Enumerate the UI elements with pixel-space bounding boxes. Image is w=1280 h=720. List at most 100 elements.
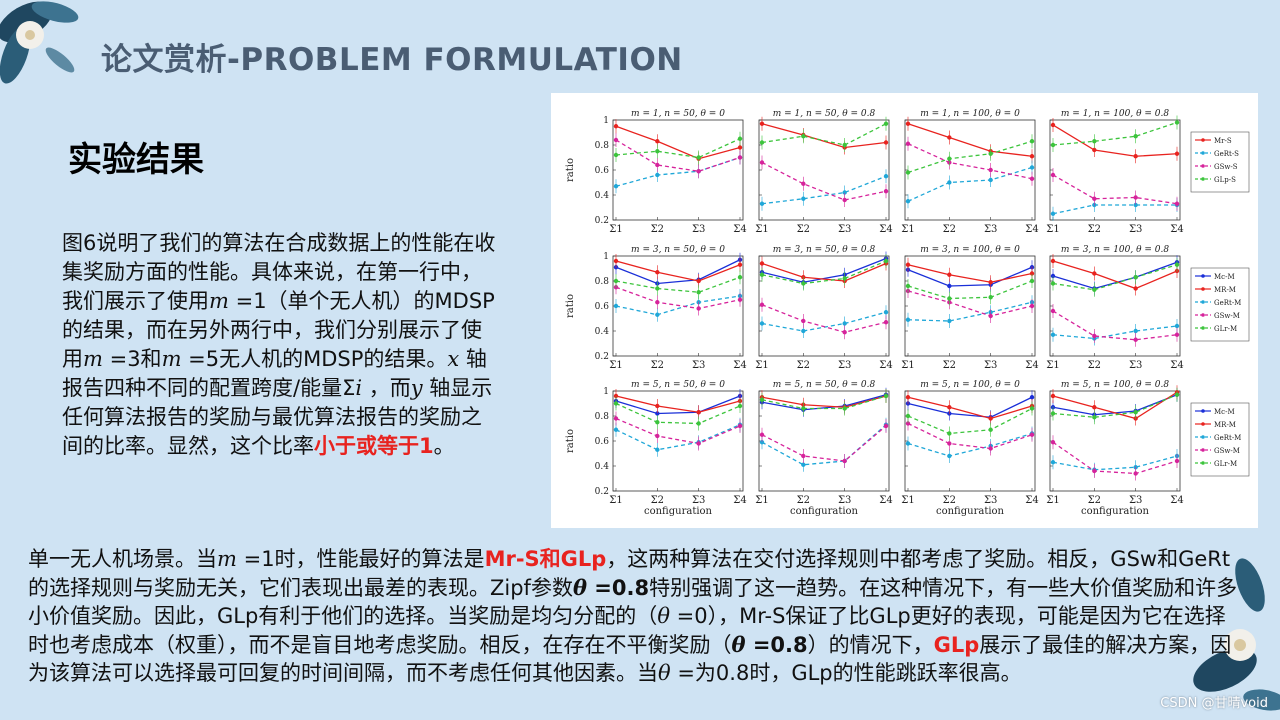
data-point	[801, 281, 806, 286]
data-point	[1050, 460, 1056, 465]
data-point	[759, 272, 765, 277]
series-line	[907, 422, 1033, 450]
data-point	[655, 270, 660, 275]
data-point	[842, 406, 847, 411]
x-tick-label: Σ4	[1025, 360, 1038, 371]
x-tick-label: Σ1	[755, 360, 768, 371]
data-point	[1174, 323, 1180, 329]
series-line	[761, 123, 887, 146]
data-point	[1174, 332, 1180, 337]
x-axis-label: configuration	[936, 506, 1005, 517]
data-point	[801, 134, 806, 139]
x-tick-label: Σ3	[984, 495, 997, 506]
data-point	[947, 180, 952, 185]
data-point	[759, 440, 765, 445]
data-point	[842, 197, 847, 203]
data-point	[947, 318, 952, 324]
data-point	[1133, 202, 1138, 208]
data-point	[883, 320, 889, 325]
legend-label: MR-M	[1214, 286, 1236, 294]
data-point	[988, 280, 993, 285]
data-point	[801, 406, 806, 411]
x-tick-label: Σ3	[984, 360, 997, 371]
legend-label: Mr-S	[1214, 137, 1232, 145]
data-point	[613, 137, 619, 143]
series-line	[615, 295, 741, 316]
x-tick-label: Σ3	[838, 224, 851, 235]
data-point	[737, 136, 743, 141]
y-tick-label: 0.4	[595, 327, 610, 337]
data-point	[1050, 172, 1056, 178]
x-tick-label: Σ1	[755, 495, 768, 506]
y-tick-label: 0.6	[595, 166, 610, 176]
data-point	[655, 149, 660, 154]
x-tick-label: Σ4	[1025, 224, 1038, 235]
subplot-frame	[758, 119, 890, 221]
data-point	[801, 196, 806, 201]
legend-marker	[1201, 151, 1205, 155]
x-tick-label: Σ2	[797, 495, 810, 506]
data-point	[947, 272, 952, 277]
series-line	[907, 123, 1033, 157]
x-tick-label: Σ4	[1025, 495, 1038, 506]
data-point	[655, 447, 660, 452]
data-point	[1029, 278, 1035, 284]
legend-label: GSw-S	[1214, 163, 1238, 171]
y-tick-label: 1	[603, 252, 609, 262]
series-line	[907, 264, 1033, 283]
series-line	[1052, 264, 1178, 291]
data-point	[1029, 154, 1035, 159]
x-tick-label: Σ3	[838, 495, 851, 506]
data-point	[655, 411, 660, 416]
series-line	[615, 417, 741, 445]
series-line	[761, 395, 887, 410]
x-tick-label: Σ4	[733, 224, 746, 235]
data-point	[842, 321, 847, 326]
legend-label: GeRt-M	[1214, 299, 1241, 307]
legend-label: GLr-M	[1214, 460, 1237, 468]
data-point	[655, 300, 660, 305]
data-point	[1174, 201, 1180, 206]
subplot-title: m = 5, n = 50, θ = 0	[631, 380, 725, 390]
y-tick-label: 0.2	[595, 487, 609, 497]
data-point	[1092, 287, 1097, 292]
series-line	[615, 260, 741, 282]
subplot-frame	[1049, 390, 1181, 492]
series-line	[907, 396, 1033, 420]
x-tick-label: Σ2	[1088, 495, 1101, 506]
series-line	[907, 396, 1033, 418]
data-point	[655, 403, 660, 409]
data-point	[1050, 258, 1056, 264]
series-line	[761, 262, 887, 282]
x-tick-label: Σ1	[609, 495, 622, 506]
data-point	[842, 276, 847, 281]
data-point	[613, 393, 619, 399]
data-point	[1174, 120, 1180, 125]
x-tick-label: Σ2	[943, 495, 956, 506]
legend-marker	[1201, 164, 1205, 168]
legend-label: GLr-M	[1214, 325, 1237, 333]
data-point	[947, 296, 952, 301]
data-point	[759, 121, 765, 126]
subplot-title: m = 1, n = 100, θ = 0	[920, 109, 1020, 119]
series-line	[1052, 310, 1178, 341]
data-point	[905, 283, 911, 289]
section-heading: 实验结果	[68, 140, 204, 180]
data-point	[759, 321, 765, 326]
data-point	[1133, 471, 1138, 476]
series-line	[615, 156, 741, 187]
series-line	[615, 259, 741, 285]
x-tick-label: Σ1	[1046, 224, 1059, 235]
floral-decoration-bottom-right	[1193, 558, 1280, 711]
subplot-title: m = 5, n = 50, θ = 0.8	[773, 380, 876, 390]
data-point	[1029, 303, 1035, 309]
data-point	[613, 184, 619, 189]
subplot-frame	[1049, 255, 1181, 357]
x-tick-label: Σ3	[984, 224, 997, 235]
x-tick-label: Σ4	[879, 495, 892, 506]
series-line	[907, 140, 1033, 174]
x-tick-label: Σ2	[651, 360, 664, 371]
series-line	[761, 304, 887, 333]
data-point	[696, 410, 701, 415]
data-point	[988, 416, 993, 421]
